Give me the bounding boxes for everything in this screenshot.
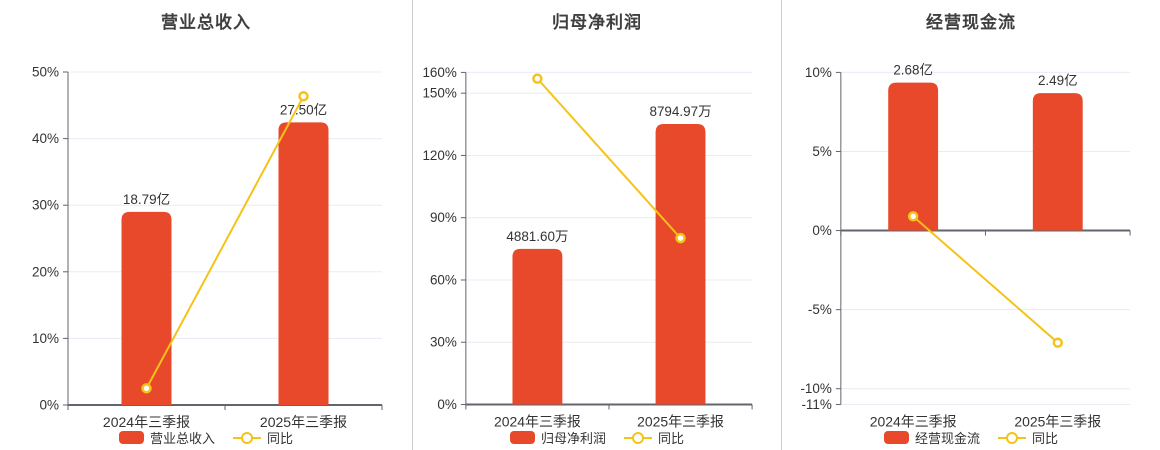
trend-marker: [298, 91, 309, 102]
operating-cashflow-chart: -11%-10% -5% 0% 5% 10% 2.68亿 2.49亿 2024年三季报 2025…: [800, 63, 1131, 429]
y-tick-label: 5%: [812, 144, 831, 159]
bar-value-label: 4881.60万: [506, 229, 568, 244]
legend-label: 同比: [1032, 431, 1059, 446]
y-tick-label: 10%: [32, 331, 59, 346]
legend-item-bar-series[interactable]: 归母净利润: [509, 428, 606, 447]
legend-item-yoy-series[interactable]: 同比: [233, 428, 293, 447]
bar: [888, 82, 939, 231]
y-tick-label: 10%: [805, 65, 832, 80]
total-revenue-chart: 0% 10% 20% 30% 40% 50% 18.79亿 27.50亿 2024年三季报 202…: [32, 65, 383, 430]
panel-net-profit: 归母净利润 0% 30% 60% 90% 120% 150% 160% 4881.60万 879…: [412, 0, 781, 450]
bar: [121, 211, 172, 405]
x-tick-label: 2025年三季报: [1014, 413, 1101, 429]
net-profit-chart: 0% 30% 60% 90% 120% 150% 160% 4881.60万 8794.97万 2…: [422, 65, 753, 429]
y-tick-label: -10%: [800, 381, 831, 396]
line-swatch-icon: [998, 431, 1026, 444]
legend-item-yoy-series[interactable]: 同比: [998, 428, 1058, 447]
y-tick-label: -11%: [801, 397, 831, 412]
y-tick-label: 50%: [32, 65, 59, 80]
y-tick-label: 0%: [812, 223, 831, 238]
bar-value-label: 27.50亿: [280, 102, 327, 117]
bar-swatch-icon: [509, 431, 535, 444]
trend-marker: [907, 211, 919, 222]
legend-item-bar-series[interactable]: 经营现金流: [883, 428, 980, 447]
y-tick-label: 60%: [430, 272, 457, 287]
bar: [512, 248, 563, 405]
chart-title-total-revenue: 营业总收入: [161, 13, 251, 32]
bar-value-label: 2.68亿: [893, 63, 933, 78]
line-swatch-icon: [624, 431, 652, 444]
y-tick-label: 30%: [32, 198, 59, 213]
bar-value-label: 18.79亿: [123, 192, 170, 207]
bar-swatch-icon: [883, 431, 909, 444]
y-tick-label: 90%: [430, 210, 457, 225]
trend-marker: [141, 383, 152, 394]
y-tick-label: 0%: [39, 398, 59, 413]
bar: [278, 122, 329, 405]
y-tick-label: 20%: [32, 264, 59, 279]
bar-value-label: 8794.97万: [649, 104, 711, 119]
legend-item-bar-series[interactable]: 营业总收入: [118, 428, 215, 447]
line-swatch-icon: [233, 431, 261, 444]
legend-total-revenue: 营业总收入 同比: [0, 428, 412, 447]
legend-label: 归母净利润: [540, 431, 606, 446]
bar-value-label: 2.49亿: [1038, 73, 1078, 88]
trend-marker: [532, 73, 543, 84]
panel-total-revenue: 营业总收入 0% 10% 20% 30% 40% 50% 18.79亿 27.50亿 2024年…: [0, 0, 412, 450]
legend-item-yoy-series[interactable]: 同比: [624, 428, 684, 447]
y-tick-label: 40%: [32, 131, 59, 146]
chart-title-net-profit: 归母净利润: [552, 13, 642, 32]
chart-title-operating-cashflow: 经营现金流: [926, 13, 1016, 32]
legend-label: 同比: [267, 431, 294, 446]
y-tick-label: 160%: [422, 65, 456, 80]
trend-marker: [675, 232, 686, 244]
trend-line: [145, 95, 305, 389]
legend-label: 营业总收入: [149, 431, 215, 446]
y-tick-label: 120%: [422, 148, 456, 163]
y-tick-label: 30%: [430, 335, 457, 350]
trend-marker: [1052, 337, 1064, 348]
x-tick-label: 2024年三季报: [870, 413, 957, 429]
legend-label: 经营现金流: [914, 431, 980, 446]
y-tick-label: 150%: [422, 86, 456, 101]
bar: [1032, 93, 1083, 231]
bar-swatch-icon: [118, 431, 144, 444]
trend-line: [536, 77, 682, 239]
legend-operating-cashflow: 经营现金流 同比: [782, 428, 1160, 447]
legend-net-profit: 归母净利润 同比: [413, 428, 781, 447]
x-tick-label: 2025年三季报: [260, 414, 347, 430]
x-tick-label: 2024年三季报: [103, 414, 190, 430]
panel-operating-cashflow: 经营现金流 -11% -10% -5% 0% 5% 10% 2.68亿 2.49亿 2024年三…: [781, 0, 1160, 450]
y-tick-label: 0%: [437, 397, 456, 412]
trend-line: [912, 215, 1059, 344]
x-tick-label: 2025年三季报: [637, 413, 724, 429]
y-tick-label: -5%: [808, 302, 832, 317]
bar: [655, 124, 706, 405]
legend-label: 同比: [658, 431, 685, 446]
x-tick-label: 2024年三季报: [494, 413, 581, 429]
